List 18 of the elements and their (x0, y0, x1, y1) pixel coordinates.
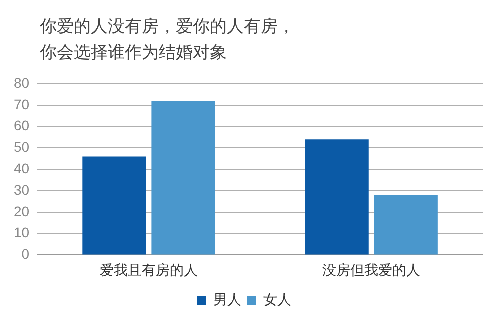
x-tick-label: 爱我且有房的人 (100, 263, 198, 280)
bar (82, 156, 146, 255)
y-tick-label: 40 (14, 160, 30, 176)
y-tick-label: 80 (14, 74, 30, 91)
x-tick-label: 没房但我爱的人 (322, 263, 421, 280)
y-tick-label: 70 (14, 96, 30, 112)
bar (152, 101, 216, 255)
y-tick-label: 0 (22, 246, 30, 262)
bar (305, 140, 369, 255)
y-tick-label: 50 (14, 139, 30, 156)
legend-label: 女人 (264, 292, 292, 309)
chart-title: 你爱的人没有房，爱你的人有房，你会选择谁作为结婚对象 (40, 16, 296, 65)
y-tick-label: 20 (14, 203, 30, 220)
y-tick-label: 60 (14, 118, 30, 134)
y-tick-label: 30 (14, 182, 30, 198)
legend-label: 男人 (214, 292, 242, 309)
y-tick-label: 10 (14, 224, 30, 241)
bar (374, 195, 438, 255)
